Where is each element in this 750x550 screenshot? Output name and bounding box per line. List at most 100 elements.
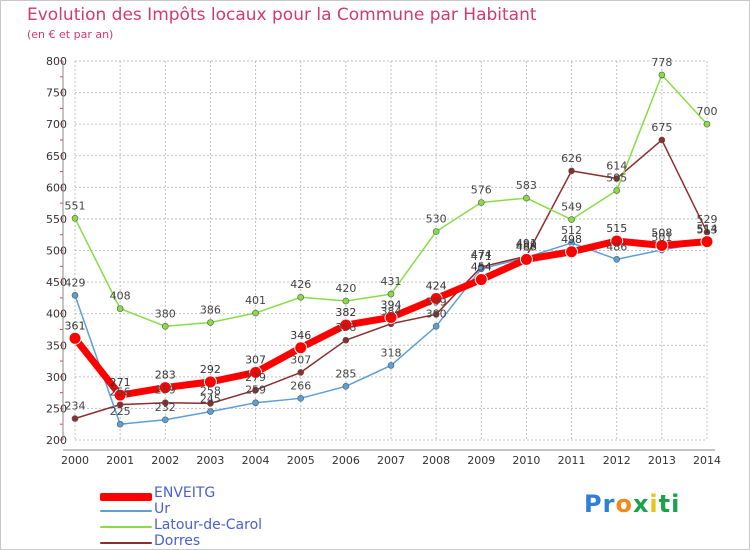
data-point-enveitg xyxy=(249,365,263,379)
data-labels: 234 256 259 258 279 307 358 384 399 474 491 626 614 6… xyxy=(65,56,718,418)
data-point-ur xyxy=(342,383,350,390)
data-point-ur xyxy=(252,399,259,407)
data-point-ur xyxy=(432,322,440,330)
x-tick-label: 2002 xyxy=(151,454,179,467)
chart-subtitle: (en € et par an) xyxy=(27,28,114,41)
data-label-ur: 318 xyxy=(381,346,402,359)
data-point-latour-de-carol xyxy=(613,187,621,194)
logo-letter: i xyxy=(649,490,659,518)
data-label-dorres: 358 xyxy=(335,321,356,334)
logo-letter: x xyxy=(632,490,650,518)
logo-letter: t xyxy=(658,490,672,518)
logo-letter: r xyxy=(602,490,616,518)
x-tick-label: 2003 xyxy=(196,454,224,467)
data-point-ur xyxy=(116,420,124,428)
data-label-dorres: 307 xyxy=(290,353,311,366)
data-point-ur xyxy=(161,416,169,424)
data-point-ur xyxy=(477,265,485,273)
data-label-ur: 512 xyxy=(561,224,582,237)
data-label-ur: 259 xyxy=(245,384,266,397)
legend-label-enveitg: ENVEITG xyxy=(154,485,216,501)
data-point-latour-de-carol xyxy=(523,194,530,202)
legend-swatch-enveitg xyxy=(100,493,152,501)
data-point-latour-de-carol xyxy=(161,322,169,330)
data-label-latour-de-carol: 576 xyxy=(471,183,492,196)
data-label-ur: 245 xyxy=(200,393,221,406)
data-point-ur xyxy=(71,292,79,299)
legend-swatch-latour-de-carol xyxy=(100,526,152,528)
data-point-dorres xyxy=(613,175,621,182)
data-point-enveitg xyxy=(203,375,217,389)
data-point-enveitg xyxy=(610,234,624,248)
data-label-enveitg: 283 xyxy=(155,369,176,382)
data-label-ur: 486 xyxy=(606,240,627,253)
data-point-ur xyxy=(297,395,305,402)
data-label-dorres: 258 xyxy=(200,384,221,397)
data-point-enveitg xyxy=(384,310,398,324)
data-label-enveitg: 394 xyxy=(381,298,402,311)
data-label-latour-de-carol: 386 xyxy=(200,304,221,317)
x-tick-label: 2010 xyxy=(512,454,540,467)
data-label-dorres: 491 xyxy=(516,237,537,250)
data-label-ur: 285 xyxy=(335,367,356,380)
data-point-latour-de-carol xyxy=(703,120,711,128)
data-label-dorres: 675 xyxy=(651,121,672,134)
legend-label-ur: Ur xyxy=(154,501,171,517)
x-tick-label: 2014 xyxy=(693,454,721,467)
data-point-latour-de-carol xyxy=(71,214,79,222)
data-point-dorres xyxy=(342,336,350,344)
data-point-enveitg xyxy=(519,252,533,266)
logo-letter: o xyxy=(615,490,633,518)
data-point-enveitg xyxy=(294,341,308,355)
data-label-enveitg: 361 xyxy=(65,319,86,332)
data-label-enveitg: 307 xyxy=(245,353,266,366)
data-label-enveitg: 515 xyxy=(606,222,627,235)
data-point-latour-de-carol xyxy=(207,319,214,326)
data-label-enveitg: 486 xyxy=(516,240,537,253)
data-label-dorres: 474 xyxy=(471,248,492,261)
y-tick-label: 350 xyxy=(46,339,67,352)
data-label-enveitg: 454 xyxy=(471,261,492,274)
data-point-enveitg xyxy=(565,245,579,259)
data-label-latour-de-carol: 700 xyxy=(697,105,718,118)
data-point-latour-de-carol xyxy=(432,228,440,235)
data-point-dorres xyxy=(71,415,79,422)
x-tick-label: 2005 xyxy=(287,454,315,467)
x-tick-label: 2013 xyxy=(648,454,676,467)
x-tick-label: 2008 xyxy=(422,454,450,467)
data-point-dorres xyxy=(432,310,440,318)
data-label-enveitg: 346 xyxy=(290,329,311,342)
data-label-latour-de-carol: 549 xyxy=(561,201,582,214)
data-label-latour-de-carol: 551 xyxy=(65,199,86,212)
y-tick-label: 450 xyxy=(46,276,67,289)
data-label-dorres: 399 xyxy=(426,295,447,308)
data-point-dorres xyxy=(658,136,666,144)
data-point-enveitg xyxy=(429,292,443,306)
data-label-dorres: 626 xyxy=(561,152,582,165)
data-point-dorres xyxy=(568,167,575,175)
data-label-enveitg: 424 xyxy=(426,280,447,293)
data-point-ur xyxy=(387,362,395,369)
x-tick-label: 2001 xyxy=(106,454,134,467)
data-point-ur xyxy=(613,256,621,263)
y-tick-label: 650 xyxy=(46,150,67,163)
data-label-latour-de-carol: 426 xyxy=(290,278,311,291)
data-label-ur: 380 xyxy=(426,307,447,320)
y-tick-label: 250 xyxy=(46,402,67,415)
y-tick-label: 500 xyxy=(46,245,67,258)
legend-swatch-dorres xyxy=(100,542,152,544)
data-label-enveitg: 508 xyxy=(651,226,672,239)
x-tick-label: 2009 xyxy=(467,454,495,467)
data-point-enveitg xyxy=(339,318,353,332)
data-label-latour-de-carol: 530 xyxy=(426,213,447,226)
logo-letter: i xyxy=(671,490,681,518)
data-label-latour-de-carol: 778 xyxy=(651,56,672,69)
data-label-latour-de-carol: 401 xyxy=(245,294,266,307)
data-point-ur xyxy=(207,408,214,415)
y-tick-label: 300 xyxy=(46,371,67,384)
y-tick-label: 550 xyxy=(46,213,67,226)
x-tick-label: 2000 xyxy=(61,454,89,467)
data-label-enveitg: 271 xyxy=(110,376,131,389)
data-point-latour-de-carol xyxy=(568,216,575,223)
